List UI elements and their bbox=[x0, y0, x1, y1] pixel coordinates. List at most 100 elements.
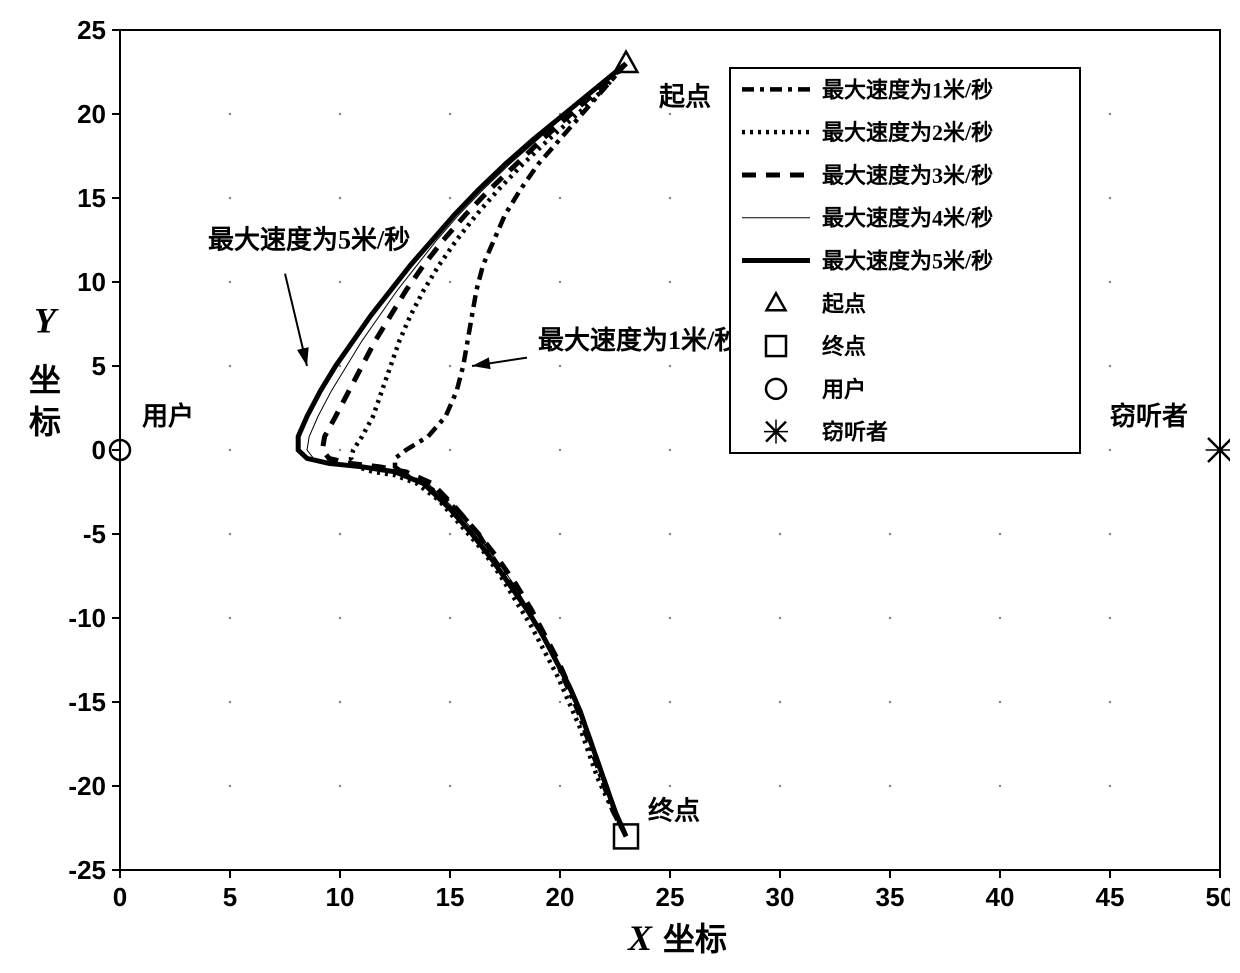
grid-dot bbox=[559, 617, 561, 619]
grid-dot bbox=[339, 701, 341, 703]
annotation-text: 用户 bbox=[142, 401, 194, 431]
grid-dot bbox=[669, 701, 671, 703]
annotation-text: 窃听者 bbox=[1110, 401, 1188, 431]
annotation-text: 起点 bbox=[659, 82, 711, 112]
grid-dot bbox=[1109, 197, 1111, 199]
grid-dot bbox=[669, 197, 671, 199]
grid-dot bbox=[449, 365, 451, 367]
x-tick-label: 30 bbox=[766, 882, 795, 912]
annotation-text: 最大速度为5米/秒 bbox=[208, 224, 410, 254]
grid-dot bbox=[999, 533, 1001, 535]
y-axis-label-italic: Y bbox=[34, 300, 59, 340]
grid-dot bbox=[449, 113, 451, 115]
grid-dot bbox=[779, 701, 781, 703]
x-tick-label: 20 bbox=[546, 882, 575, 912]
grid-dot bbox=[999, 617, 1001, 619]
y-tick-label: 0 bbox=[92, 435, 106, 465]
x-tick-label: 25 bbox=[656, 882, 685, 912]
x-tick-label: 15 bbox=[436, 882, 465, 912]
chart-container: 05101520253035404550-25-20-15-10-5051015… bbox=[10, 10, 1230, 963]
grid-dot bbox=[1109, 701, 1111, 703]
grid-dot bbox=[229, 281, 231, 283]
x-tick-label: 35 bbox=[876, 882, 905, 912]
grid-dot bbox=[1109, 365, 1111, 367]
grid-dot bbox=[339, 533, 341, 535]
y-tick-label: 25 bbox=[77, 15, 106, 45]
grid-dot bbox=[229, 197, 231, 199]
grid-dot bbox=[669, 281, 671, 283]
grid-dot bbox=[1109, 785, 1111, 787]
x-tick-label: 10 bbox=[326, 882, 355, 912]
legend-label: 最大速度为4米/秒 bbox=[822, 206, 993, 231]
grid-dot bbox=[1109, 617, 1111, 619]
grid-dot bbox=[229, 533, 231, 535]
grid-dot bbox=[229, 449, 231, 451]
y-axis-label-cn2: 标 bbox=[29, 404, 61, 440]
y-tick-label: 10 bbox=[77, 267, 106, 297]
legend-label: 窃听者 bbox=[822, 420, 888, 445]
grid-dot bbox=[669, 617, 671, 619]
grid-dot bbox=[559, 785, 561, 787]
grid-dot bbox=[559, 197, 561, 199]
series-v3 bbox=[322, 64, 626, 837]
trajectory-chart: 05101520253035404550-25-20-15-10-5051015… bbox=[10, 10, 1230, 963]
y-tick-label: -5 bbox=[83, 519, 106, 549]
grid-dot bbox=[449, 449, 451, 451]
x-axis-label-italic: X bbox=[627, 918, 653, 958]
grid-dot bbox=[1109, 533, 1111, 535]
grid-dot bbox=[339, 449, 341, 451]
x-tick-label: 5 bbox=[223, 882, 237, 912]
legend-label: 最大速度为3米/秒 bbox=[822, 163, 993, 188]
x-tick-label: 40 bbox=[986, 882, 1015, 912]
grid-dot bbox=[449, 533, 451, 535]
y-tick-label: -15 bbox=[68, 687, 106, 717]
grid-dot bbox=[1109, 281, 1111, 283]
grid-dot bbox=[669, 533, 671, 535]
grid-dot bbox=[559, 365, 561, 367]
grid-dot bbox=[889, 785, 891, 787]
grid-dot bbox=[229, 701, 231, 703]
legend-label: 用户 bbox=[822, 377, 866, 402]
grid-dot bbox=[669, 785, 671, 787]
x-tick-label: 0 bbox=[113, 882, 127, 912]
grid-dot bbox=[229, 785, 231, 787]
grid-dot bbox=[339, 113, 341, 115]
grid-dot bbox=[889, 701, 891, 703]
y-tick-label: 15 bbox=[77, 183, 106, 213]
grid-dot bbox=[999, 701, 1001, 703]
annotation-text: 终点 bbox=[648, 796, 700, 826]
annotation-text: 最大速度为1米/秒 bbox=[538, 325, 740, 355]
grid-dot bbox=[559, 533, 561, 535]
grid-dot bbox=[229, 365, 231, 367]
annotation-arrow bbox=[472, 358, 527, 366]
y-tick-label: -20 bbox=[68, 771, 106, 801]
grid-dot bbox=[669, 449, 671, 451]
y-tick-label: -25 bbox=[68, 855, 106, 885]
y-axis-label-cn1: 坐 bbox=[29, 362, 61, 398]
grid-dot bbox=[449, 197, 451, 199]
grid-dot bbox=[449, 617, 451, 619]
grid-dot bbox=[559, 281, 561, 283]
grid-dot bbox=[339, 617, 341, 619]
grid-dot bbox=[779, 533, 781, 535]
grid-dot bbox=[669, 113, 671, 115]
series-v4 bbox=[307, 64, 626, 837]
grid-dot bbox=[339, 281, 341, 283]
legend-label: 最大速度为2米/秒 bbox=[822, 120, 993, 145]
grid-dot bbox=[1109, 113, 1111, 115]
grid-dot bbox=[1109, 449, 1111, 451]
grid-dot bbox=[449, 281, 451, 283]
grid-dot bbox=[889, 617, 891, 619]
y-tick-label: 20 bbox=[77, 99, 106, 129]
series-v1 bbox=[395, 64, 626, 837]
x-tick-label: 50 bbox=[1206, 882, 1230, 912]
grid-dot bbox=[229, 113, 231, 115]
grid-dot bbox=[559, 449, 561, 451]
grid-dot bbox=[339, 785, 341, 787]
legend-label: 起点 bbox=[821, 291, 866, 316]
y-tick-label: 5 bbox=[92, 351, 106, 381]
grid-dot bbox=[889, 533, 891, 535]
grid-dot bbox=[779, 785, 781, 787]
legend-label: 最大速度为5米/秒 bbox=[822, 249, 993, 274]
grid-dot bbox=[779, 617, 781, 619]
